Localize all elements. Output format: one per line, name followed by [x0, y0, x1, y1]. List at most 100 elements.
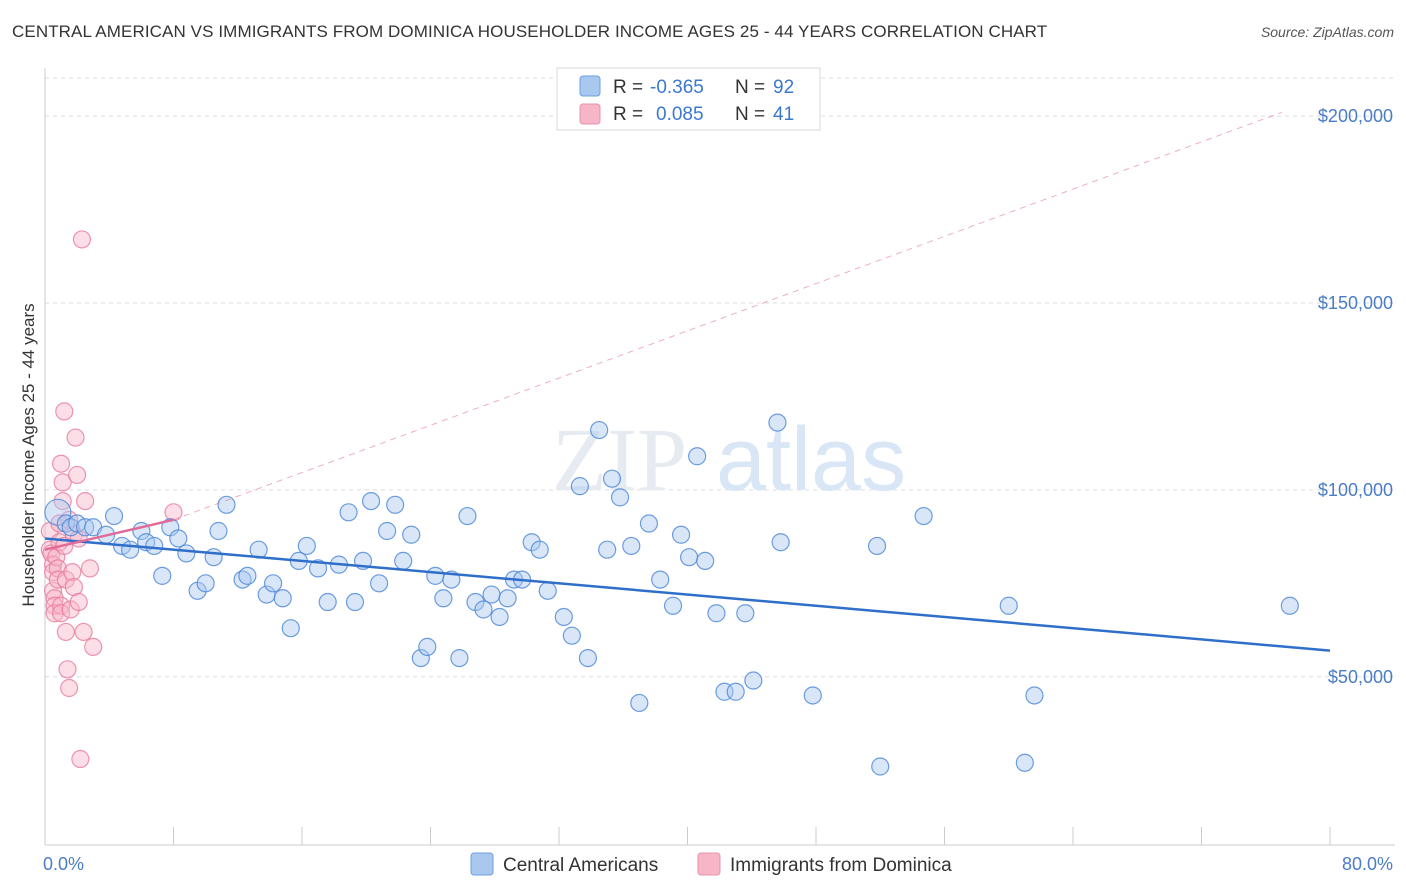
central-american-point [196, 574, 215, 593]
dominica-point [51, 596, 71, 615]
source-credit: Source: ZipAtlas.com [1260, 24, 1394, 40]
dominica-point [84, 637, 103, 656]
central-american-point [145, 536, 164, 556]
central-american-point [370, 574, 389, 593]
central-american-point [598, 540, 617, 559]
central-american-point [204, 548, 223, 567]
y-tick-labels: $50,000 $100,000 $150,000 $200,000 [1318, 106, 1393, 687]
y-tick-label: $100,000 [1318, 480, 1393, 500]
central-american-point [803, 686, 822, 705]
central-american-point [1025, 686, 1044, 705]
central-american-point [361, 491, 381, 511]
central-american-point [297, 536, 316, 556]
central-american-point [169, 529, 188, 548]
central-american-point [217, 495, 236, 514]
central-american-point [281, 619, 300, 638]
watermark-atlas: atlas [716, 410, 906, 510]
dominica-point [53, 491, 72, 511]
dominica-point [68, 465, 87, 485]
trend-lines [44, 111, 1331, 652]
legend-n-value-2: 41 [773, 104, 794, 125]
dominica-point [59, 678, 79, 698]
dominica-point [66, 428, 85, 447]
central-american-point [426, 566, 445, 585]
central-american-point [696, 551, 715, 571]
central-american-point [177, 544, 196, 563]
x-tick-labels: 0.0% 80.0% [43, 854, 1393, 874]
central-american-point [744, 671, 763, 690]
legend-n-label-2: N = [735, 104, 765, 125]
central-american-point [498, 589, 517, 608]
x-tick-label: 80.0% [1342, 854, 1393, 874]
y-tick-label: $150,000 [1318, 293, 1393, 313]
central-american-point [1015, 753, 1034, 772]
dominica-point [76, 491, 95, 511]
central-american-point [639, 514, 659, 533]
central-american-point [871, 757, 890, 776]
central-american-point [768, 413, 787, 432]
legend-swatch-blue [579, 75, 601, 97]
central-american-point [434, 589, 453, 608]
central-american-point [402, 525, 421, 544]
legend-swatch-pink [579, 103, 601, 125]
legend-r-value-1: -0.365 [650, 77, 704, 98]
dominica-point [45, 589, 64, 608]
central-american-point [263, 574, 283, 593]
central-american-point [490, 607, 509, 627]
central-american-point [1280, 596, 1299, 615]
central-american-point [538, 581, 557, 600]
central-american-point [914, 506, 933, 526]
correlation-legend: R = -0.365 N = 92 R = 0.085 N = 41 [556, 67, 821, 131]
central-american-point [726, 682, 745, 701]
central-american-points [44, 413, 1299, 776]
central-american-point [578, 648, 598, 668]
bottom-legend-swatch-blue [470, 852, 494, 876]
central-american-point [209, 521, 228, 541]
y-tick-label: $200,000 [1318, 106, 1393, 126]
dominica-point [51, 454, 71, 473]
legend-r-label-1: R = [613, 77, 643, 98]
central-american-point [450, 648, 469, 668]
central-american-point [707, 604, 726, 623]
dominica-point [71, 749, 90, 769]
y-axis-label: Householder Income Ages 25 - 44 years [19, 303, 38, 606]
central-american-point [610, 488, 630, 507]
central-american-point [308, 559, 328, 578]
central-american-point [411, 648, 430, 668]
central-american-point [238, 566, 257, 585]
central-american-point [622, 536, 641, 556]
legend-n-label-1: N = [735, 77, 765, 98]
central-american-point [570, 477, 589, 496]
legend-r-label-2: R = [613, 104, 643, 125]
legend-r-value-2: 0.085 [656, 104, 704, 125]
central-american-point [651, 570, 670, 589]
series-legend: Central Americans Immigrants from Domini… [470, 852, 952, 876]
central-american-point [345, 592, 365, 612]
central-american-point [590, 420, 609, 440]
chart-title: CENTRAL AMERICAN VS IMMIGRANTS FROM DOMI… [12, 22, 1048, 41]
x-tick-label: 0.0% [43, 854, 84, 874]
central-american-point [482, 585, 501, 604]
dominica-point [43, 581, 63, 600]
central-american-point [688, 447, 707, 466]
dominica-trend-line [44, 518, 174, 551]
central-american-point [378, 521, 397, 541]
central-american-point [999, 596, 1018, 615]
central-american-point [771, 533, 790, 552]
dominica-points [40, 230, 183, 769]
central-american-point [104, 506, 124, 526]
central-american-point [121, 540, 140, 559]
central-american-point [554, 607, 573, 627]
central-american-trend-line [44, 537, 1331, 652]
y-tick-label: $50,000 [1328, 667, 1393, 687]
legend-n-value-1: 92 [773, 77, 794, 98]
watermark: ZIP atlas [552, 410, 906, 510]
dominica-point [69, 592, 88, 612]
dominica-point [55, 402, 74, 421]
dominica-point [51, 604, 71, 623]
central-american-point [458, 506, 477, 526]
central-american-point [671, 525, 691, 544]
central-american-point [153, 566, 172, 585]
dominica-point [80, 559, 100, 578]
